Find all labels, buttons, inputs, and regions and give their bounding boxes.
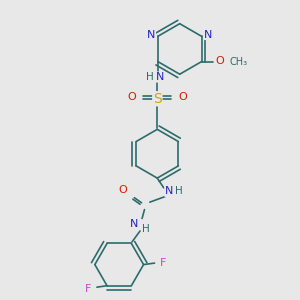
Text: H: H: [176, 187, 183, 196]
Text: F: F: [160, 258, 167, 268]
Text: O: O: [119, 185, 128, 195]
Text: N: N: [147, 29, 155, 40]
Text: H: H: [146, 72, 154, 82]
Text: CH₃: CH₃: [229, 57, 248, 67]
Text: H: H: [142, 224, 150, 234]
Text: N: N: [156, 72, 164, 82]
Text: O: O: [215, 56, 224, 66]
Text: N: N: [130, 219, 138, 229]
Text: O: O: [127, 92, 136, 102]
Text: O: O: [179, 92, 188, 102]
Text: S: S: [153, 92, 162, 106]
Text: N: N: [204, 29, 212, 40]
Text: N: N: [165, 187, 173, 196]
Text: F: F: [85, 284, 91, 294]
